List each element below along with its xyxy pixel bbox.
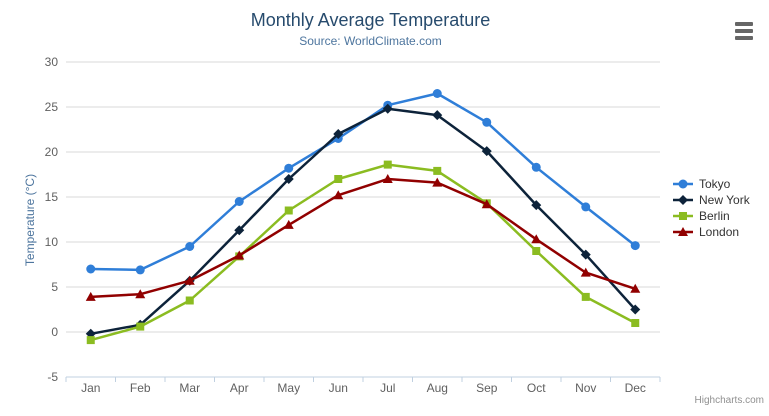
x-axis-label: Nov bbox=[575, 381, 596, 395]
legend-marker-icon[interactable] bbox=[679, 212, 687, 220]
data-point-new-york-aug[interactable] bbox=[432, 110, 443, 121]
legend-label: Tokyo bbox=[699, 177, 731, 191]
data-point-berlin-jan[interactable] bbox=[86, 336, 95, 345]
legend-item-tokyo[interactable]: Tokyo bbox=[672, 176, 750, 192]
data-point-london-nov[interactable] bbox=[580, 267, 591, 277]
data-point-berlin-aug[interactable] bbox=[433, 166, 442, 175]
y-axis-label: 15 bbox=[45, 190, 59, 204]
data-point-london-jun[interactable] bbox=[333, 190, 344, 200]
legend-marker-icon[interactable] bbox=[678, 195, 688, 205]
x-axis-label: Mar bbox=[179, 381, 200, 395]
legend-square-icon bbox=[673, 212, 693, 220]
data-point-tokyo-sep[interactable] bbox=[482, 117, 492, 127]
chart-title: Monthly Average Temperature bbox=[250, 10, 491, 30]
x-axis-label: Feb bbox=[130, 381, 151, 395]
y-axis-label: -5 bbox=[47, 370, 58, 384]
x-axis-label: Jan bbox=[81, 381, 100, 395]
series-line-berlin bbox=[89, 163, 637, 342]
data-point-london-mar[interactable] bbox=[184, 275, 195, 285]
data-point-tokyo-nov[interactable] bbox=[581, 202, 591, 212]
data-point-berlin-may[interactable] bbox=[284, 206, 293, 215]
y-axis-label: 20 bbox=[45, 145, 59, 159]
data-point-london-feb[interactable] bbox=[135, 289, 146, 299]
legend-item-london[interactable]: London bbox=[672, 224, 750, 240]
legend-marker-icon[interactable] bbox=[678, 227, 688, 236]
data-point-london-sep[interactable] bbox=[481, 199, 492, 209]
legend-triangle-icon bbox=[673, 227, 693, 236]
data-point-tokyo-may[interactable] bbox=[284, 163, 294, 173]
data-point-london-oct[interactable] bbox=[531, 234, 542, 244]
x-axis-label: Oct bbox=[527, 381, 546, 395]
data-point-tokyo-feb[interactable] bbox=[135, 265, 145, 275]
series-new-york bbox=[85, 103, 641, 339]
y-axis-label: 25 bbox=[45, 100, 59, 114]
y-axis-label: 0 bbox=[51, 325, 58, 339]
series-london bbox=[85, 174, 641, 301]
chart-subtitle: Source: WorldClimate.com bbox=[299, 34, 442, 48]
data-point-new-york-jun[interactable] bbox=[333, 129, 344, 139]
data-point-berlin-feb[interactable] bbox=[136, 322, 145, 331]
y-axis-label: 5 bbox=[51, 280, 58, 294]
legend: Tokyo New York Berlin London bbox=[672, 176, 750, 240]
data-point-berlin-nov[interactable] bbox=[581, 292, 590, 301]
data-point-new-york-may[interactable] bbox=[283, 174, 294, 184]
data-point-tokyo-oct[interactable] bbox=[531, 162, 541, 172]
hamburger-icon bbox=[735, 36, 753, 40]
y-axis-label: 10 bbox=[45, 235, 59, 249]
data-point-new-york-jul[interactable] bbox=[382, 103, 393, 114]
data-point-berlin-jul[interactable] bbox=[383, 160, 392, 169]
data-point-tokyo-dec[interactable] bbox=[630, 241, 640, 251]
x-axis-label: Jun bbox=[329, 381, 348, 395]
legend-item-berlin[interactable]: Berlin bbox=[672, 208, 750, 224]
data-point-new-york-dec[interactable] bbox=[630, 304, 641, 315]
data-point-tokyo-aug[interactable] bbox=[432, 89, 442, 98]
data-point-tokyo-jan[interactable] bbox=[86, 264, 96, 274]
x-axis-label: Apr bbox=[230, 381, 249, 395]
x-axis-label: May bbox=[277, 381, 300, 395]
data-point-new-york-oct[interactable] bbox=[531, 200, 542, 211]
x-axis-label: Jul bbox=[380, 381, 395, 395]
data-point-berlin-oct[interactable] bbox=[532, 247, 541, 255]
x-axis-label: Aug bbox=[427, 381, 448, 395]
legend-item-new-york[interactable]: New York bbox=[672, 192, 750, 208]
chart-context-menu-button[interactable] bbox=[733, 20, 757, 42]
data-point-new-york-apr[interactable] bbox=[234, 225, 245, 236]
data-point-london-apr[interactable] bbox=[234, 250, 245, 260]
series-tokyo bbox=[86, 89, 640, 275]
legend-marker-icon[interactable] bbox=[678, 179, 688, 189]
data-point-berlin-jun[interactable] bbox=[334, 175, 343, 183]
data-point-london-jul[interactable] bbox=[382, 174, 393, 183]
hamburger-icon bbox=[735, 22, 753, 26]
data-point-berlin-dec[interactable] bbox=[631, 319, 640, 327]
data-point-tokyo-mar[interactable] bbox=[185, 242, 195, 251]
data-point-london-aug[interactable] bbox=[432, 177, 443, 187]
legend-label: New York bbox=[699, 193, 750, 207]
data-point-london-jan[interactable] bbox=[85, 291, 96, 301]
hamburger-icon bbox=[735, 29, 753, 33]
data-point-london-may[interactable] bbox=[283, 219, 294, 229]
legend-diamond-icon bbox=[673, 195, 693, 205]
data-point-berlin-mar[interactable] bbox=[185, 296, 194, 305]
legend-circle-icon bbox=[673, 179, 693, 189]
data-point-tokyo-apr[interactable] bbox=[234, 197, 244, 206]
data-point-new-york-nov[interactable] bbox=[580, 249, 591, 260]
series-line-tokyo bbox=[89, 92, 637, 272]
series-line-new-york bbox=[89, 107, 637, 336]
series-line-london bbox=[89, 177, 637, 299]
data-point-new-york-sep[interactable] bbox=[481, 146, 492, 157]
data-point-london-dec[interactable] bbox=[630, 283, 641, 293]
credits-link[interactable]: Highcharts.com bbox=[694, 395, 764, 406]
x-axis-label: Sep bbox=[476, 381, 498, 395]
x-axis-label: Dec bbox=[625, 381, 646, 395]
legend-label: Berlin bbox=[699, 209, 730, 223]
y-axis-label: 30 bbox=[45, 55, 59, 69]
y-axis-title: Temperature (°C) bbox=[23, 173, 37, 267]
legend-label: London bbox=[699, 225, 740, 239]
